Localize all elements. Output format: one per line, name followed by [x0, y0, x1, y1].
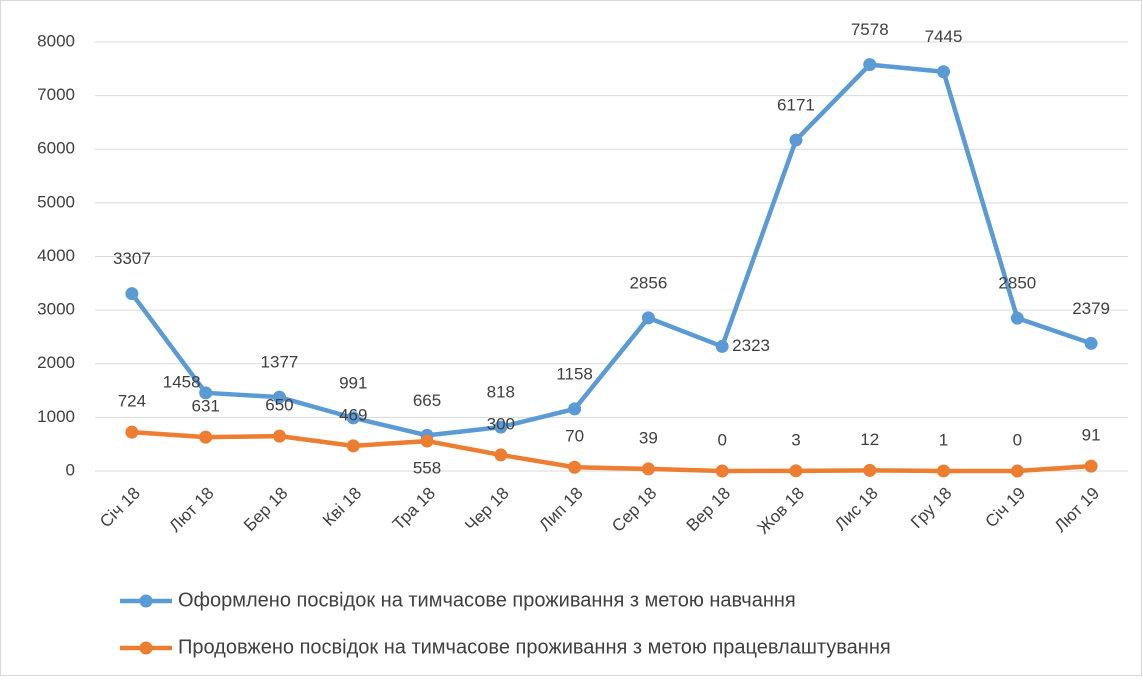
- data-label: 91: [1082, 426, 1101, 445]
- point: [199, 430, 213, 444]
- point: [346, 411, 360, 425]
- point: [125, 425, 139, 439]
- point: [863, 58, 877, 72]
- point: [199, 386, 213, 400]
- data-label: 39: [639, 428, 658, 447]
- point: [272, 429, 286, 443]
- point: [715, 464, 729, 478]
- y-tick-label: 4000: [37, 246, 75, 265]
- legend-label: Оформлено посвідок на тимчасове проживан…: [178, 589, 796, 611]
- data-label: 631: [191, 397, 219, 416]
- point: [789, 133, 803, 147]
- data-label: 1458: [163, 372, 201, 391]
- point: [937, 65, 951, 79]
- point: [346, 439, 360, 453]
- data-label: 650: [265, 396, 293, 415]
- y-tick-label: 8000: [37, 31, 75, 50]
- point: [568, 460, 582, 474]
- data-label: 724: [118, 392, 146, 411]
- data-label: 991: [339, 373, 367, 392]
- data-label: 7445: [925, 27, 963, 46]
- point: [1010, 464, 1024, 478]
- data-label: 1: [939, 430, 948, 449]
- point: [789, 464, 803, 478]
- data-label: 6171: [777, 96, 815, 115]
- y-tick-label: 1000: [37, 407, 75, 426]
- data-label: 1377: [261, 353, 299, 372]
- point: [1010, 311, 1024, 325]
- data-label: 2856: [629, 273, 667, 292]
- point: [1084, 336, 1098, 350]
- data-label: 0: [1013, 430, 1022, 449]
- legend-marker: [139, 594, 153, 608]
- data-label: 665: [413, 391, 441, 410]
- legend-label: Продовжено посвідок на тимчасове прожива…: [178, 636, 891, 658]
- y-tick-label: 5000: [37, 192, 75, 211]
- data-label: 2850: [998, 274, 1036, 293]
- point: [1084, 459, 1098, 473]
- data-label: 3307: [113, 249, 151, 268]
- data-label: 558: [413, 459, 441, 478]
- point: [494, 420, 508, 434]
- data-label: 7578: [851, 20, 889, 39]
- y-tick-label: 7000: [37, 85, 75, 104]
- y-tick-label: 2000: [37, 353, 75, 372]
- data-label: 2379: [1072, 299, 1110, 318]
- series-line: [131, 429, 1092, 474]
- data-label: 469: [339, 405, 367, 424]
- point: [937, 464, 951, 478]
- data-label: 818: [487, 383, 515, 402]
- data-label: 1158: [556, 364, 593, 383]
- point: [641, 462, 655, 476]
- point: [420, 434, 434, 448]
- data-label: 12: [860, 430, 879, 449]
- data-label: 70: [565, 427, 584, 446]
- point: [715, 339, 729, 353]
- point: [568, 402, 582, 416]
- y-tick-label: 3000: [37, 300, 75, 319]
- legend-marker: [139, 641, 153, 655]
- data-label: 2323: [732, 336, 770, 355]
- point: [641, 311, 655, 325]
- point: [125, 287, 139, 301]
- data-label: 300: [487, 414, 515, 433]
- series-line: [130, 62, 1092, 438]
- point: [863, 463, 877, 477]
- y-tick-label: 6000: [37, 139, 75, 158]
- point: [494, 448, 508, 462]
- point: [272, 390, 286, 404]
- data-label: 3: [791, 430, 800, 449]
- data-label: 0: [717, 430, 726, 449]
- y-tick-label: 0: [66, 460, 75, 479]
